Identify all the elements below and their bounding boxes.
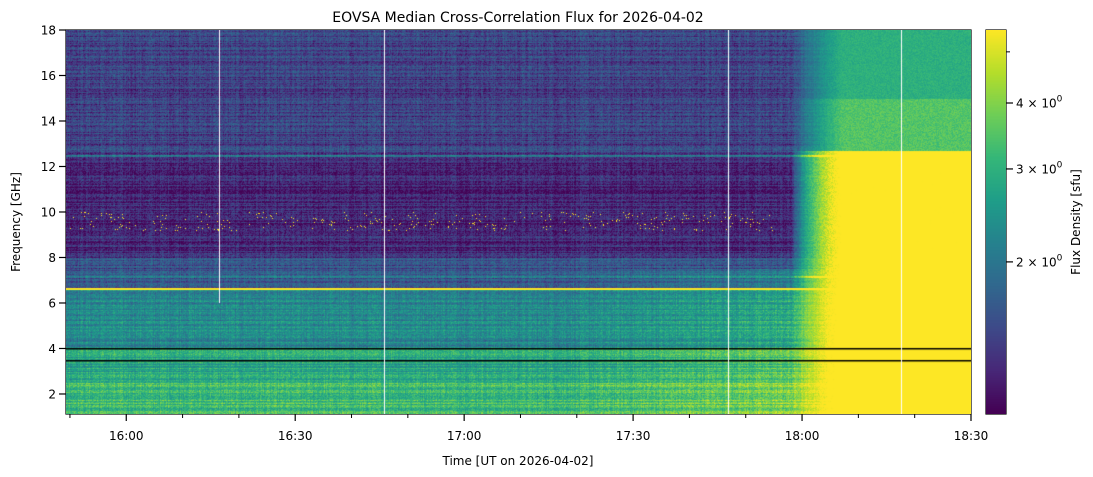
y-tick-label: 2 (48, 387, 56, 401)
colorbar-label: Flux Density [sfu] (1069, 169, 1083, 275)
spectrogram-heatmap (66, 30, 971, 414)
y-tick-label: 18 (41, 24, 56, 38)
y-axis-label: Frequency [GHz] (9, 172, 23, 272)
x-tick-label: 17:00 (447, 429, 482, 443)
x-tick-label: 16:00 (109, 429, 144, 443)
colorbar-tick-label: 3 × 100 (1016, 160, 1063, 176)
chart-title: EOVSA Median Cross-Correlation Flux for … (332, 10, 703, 26)
y-tick-label: 10 (41, 205, 56, 219)
x-tick-label: 17:30 (616, 429, 651, 443)
x-tick-label: 16:30 (278, 429, 313, 443)
y-tick-label: 6 (48, 296, 56, 310)
x-tick-label: 18:00 (785, 429, 820, 443)
y-tick-label: 12 (41, 160, 56, 174)
y-tick-label: 14 (41, 114, 56, 128)
colorbar (986, 30, 1006, 414)
y-tick-label: 4 (48, 342, 56, 356)
y-tick-label: 16 (41, 69, 56, 83)
colorbar-tick-label: 2 × 100 (1016, 253, 1063, 269)
x-axis: 16:00 16:30 17:00 17:30 18:00 18:30 (69, 414, 989, 443)
y-tick-label: 8 (48, 251, 56, 265)
x-axis-label: Time [UT on 2026-04-02] (442, 454, 594, 468)
x-tick-label: 18:30 (954, 429, 989, 443)
colorbar-axis: 2 × 100 3 × 100 4 × 100 (1006, 51, 1063, 269)
colorbar-tick-label: 4 × 100 (1016, 94, 1063, 110)
y-axis: 2 4 6 8 10 12 14 16 18 (41, 24, 66, 401)
